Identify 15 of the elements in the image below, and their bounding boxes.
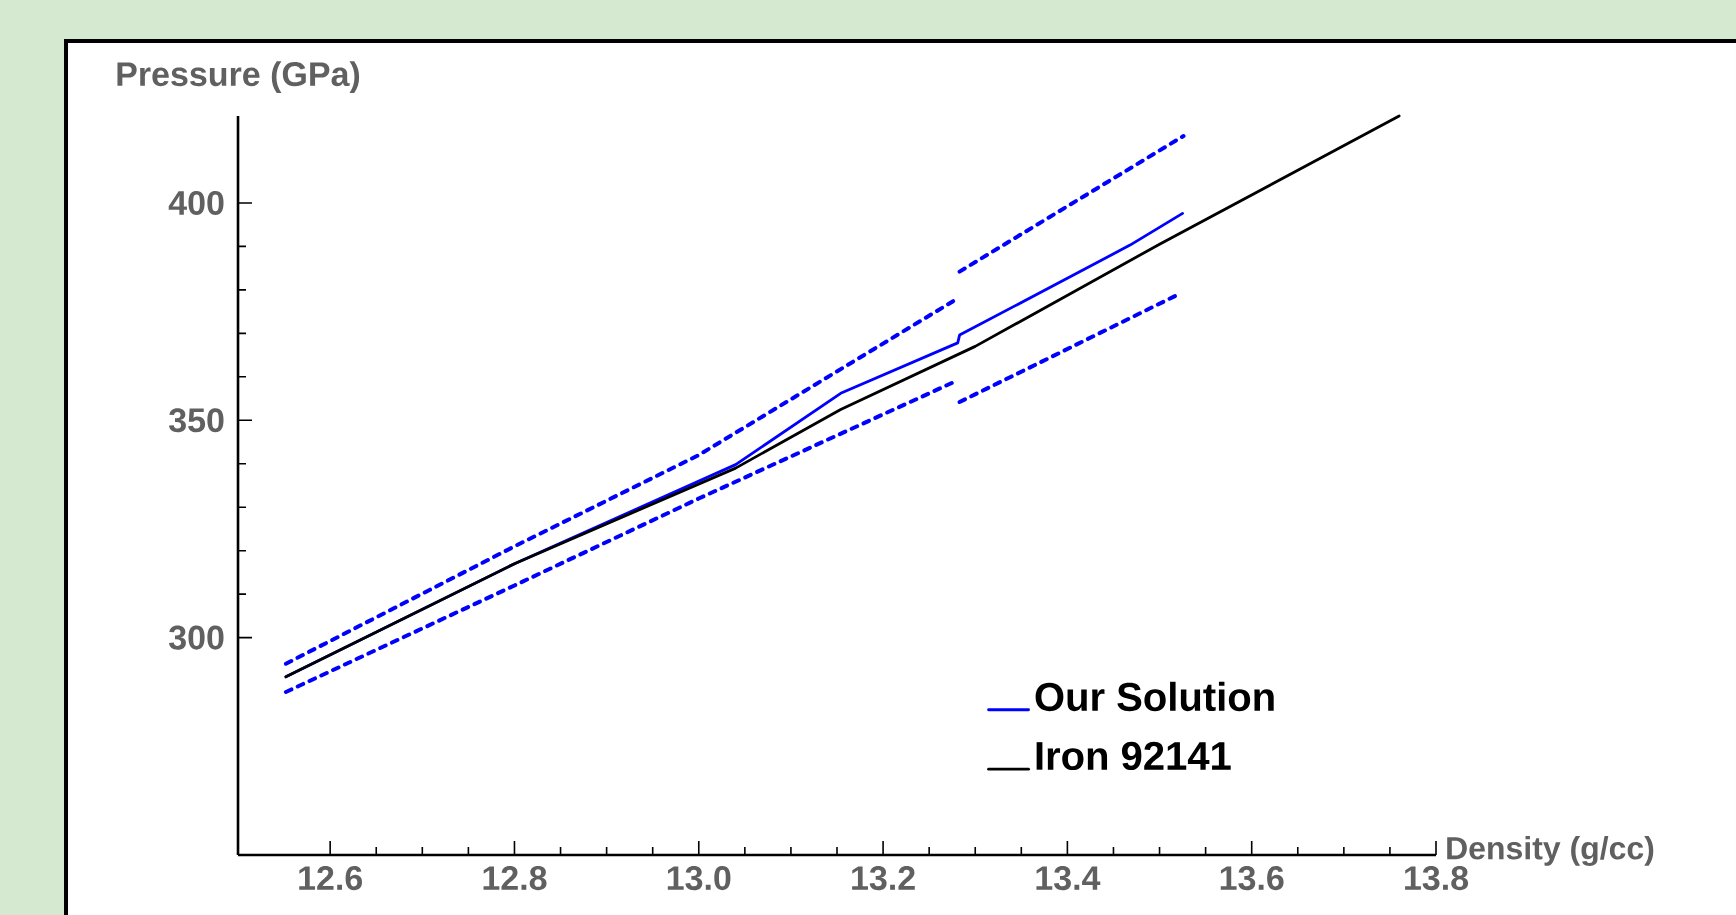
legend-label: Iron 92141 <box>1036 741 1231 771</box>
x-tick-label: 13.2 <box>852 866 915 891</box>
x-tick-label: 12.8 <box>483 866 547 891</box>
x-tick-label: 13.0 <box>667 866 731 891</box>
x-tick-label: 12.6 <box>299 866 363 891</box>
y-tick-label: 400 <box>168 190 224 215</box>
line-series <box>284 114 1401 679</box>
y-axis-title: Pressure (GPa) <box>117 61 360 93</box>
legend-label: Our Solution <box>1035 681 1274 712</box>
x-tick-label: 13.8 <box>1405 866 1469 891</box>
x-tick-label: 13.4 <box>1036 866 1101 891</box>
x-tick-label: 13.6 <box>1220 866 1284 891</box>
y-tick-label: 350 <box>169 408 224 433</box>
x-axis-title: Density (g/cc) <box>1447 836 1654 866</box>
y-tick-label: 300 <box>169 625 224 650</box>
